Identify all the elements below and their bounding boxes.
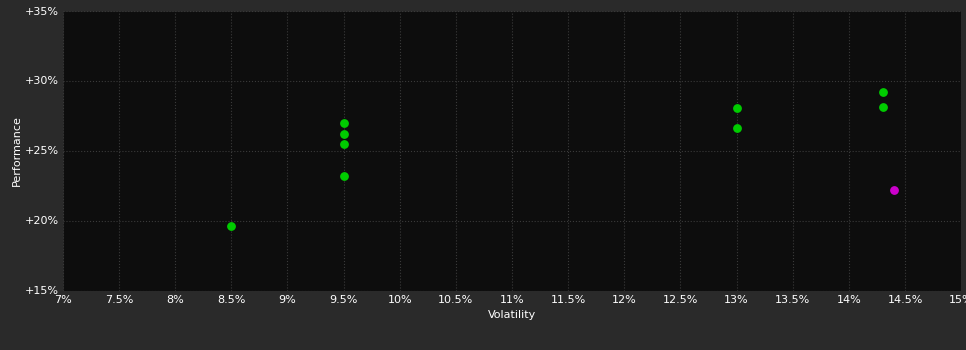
Point [223, 223, 239, 229]
Point [728, 106, 744, 111]
Point [875, 104, 891, 110]
Point [336, 131, 352, 136]
Point [728, 125, 744, 131]
Point [886, 187, 901, 192]
Point [336, 173, 352, 178]
Point [336, 120, 352, 125]
Point [336, 141, 352, 146]
Point [875, 89, 891, 95]
X-axis label: Volatility: Volatility [488, 310, 536, 320]
Y-axis label: Performance: Performance [12, 115, 21, 186]
